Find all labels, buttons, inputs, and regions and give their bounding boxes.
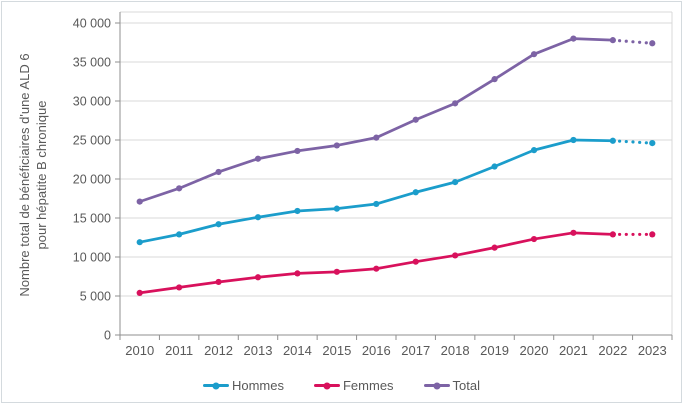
x-tick-label: 2018 bbox=[441, 343, 470, 358]
x-tick-label: 2017 bbox=[401, 343, 430, 358]
data-point-hommes bbox=[215, 221, 222, 228]
x-tick-label: 2013 bbox=[244, 343, 273, 358]
data-point-total bbox=[649, 40, 656, 47]
x-tick-label: 2010 bbox=[125, 343, 154, 358]
data-point-hommes bbox=[373, 200, 380, 208]
data-point-total bbox=[333, 142, 340, 149]
series-line-hommes bbox=[138, 138, 615, 244]
legend-item-total: Total bbox=[423, 378, 481, 393]
y-tick-label: 20 000 bbox=[73, 172, 111, 186]
legend-marker-femmes bbox=[313, 384, 340, 387]
x-tick-label: 2014 bbox=[283, 343, 312, 358]
x-tick-label: 2019 bbox=[480, 343, 509, 358]
data-point-femmes bbox=[136, 289, 143, 296]
series-dotted-segment-total bbox=[611, 38, 654, 45]
data-point-total bbox=[452, 100, 459, 107]
x-tick-label: 2020 bbox=[520, 343, 549, 358]
data-point-femmes bbox=[649, 231, 656, 238]
y-tick-label: 10 000 bbox=[73, 250, 111, 264]
x-tick-label: 2023 bbox=[638, 343, 667, 358]
data-point-total bbox=[530, 51, 538, 58]
data-point-femmes bbox=[530, 235, 538, 243]
x-tick-label: 2011 bbox=[165, 343, 193, 358]
legend-marker-hommes bbox=[202, 384, 229, 387]
data-point-hommes bbox=[452, 179, 459, 186]
data-point-hommes bbox=[136, 239, 143, 246]
y-tick-label: 15 000 bbox=[73, 211, 111, 225]
legend-label-hommes: Hommes bbox=[231, 378, 284, 393]
data-point-femmes bbox=[176, 284, 183, 291]
x-tick-label: 2012 bbox=[204, 343, 233, 358]
y-axis-title-line2: pour hépatite B chronique bbox=[34, 100, 49, 250]
data-point-total bbox=[373, 134, 380, 141]
data-point-femmes bbox=[254, 274, 262, 281]
legend-item-femmes: Femmes bbox=[313, 378, 394, 393]
data-point-total bbox=[176, 185, 183, 192]
data-point-total bbox=[491, 76, 498, 83]
data-point-total bbox=[254, 155, 262, 162]
x-tick-label: 2022 bbox=[598, 343, 627, 358]
data-point-hommes bbox=[333, 205, 340, 212]
x-tick-label: 2015 bbox=[322, 343, 351, 358]
data-point-hommes bbox=[254, 214, 262, 221]
data-point-hommes bbox=[609, 137, 616, 144]
data-point-hommes bbox=[530, 147, 538, 154]
data-point-hommes bbox=[294, 207, 301, 215]
data-point-femmes bbox=[491, 244, 498, 251]
data-point-femmes bbox=[570, 229, 577, 236]
series-markers-hommes bbox=[136, 136, 656, 246]
legend-marker-total bbox=[423, 384, 450, 387]
data-point-total bbox=[215, 168, 222, 176]
legend-label-total: Total bbox=[452, 378, 481, 393]
data-point-femmes bbox=[609, 231, 616, 238]
y-tick-label: 5 000 bbox=[80, 289, 111, 303]
data-point-femmes bbox=[452, 252, 459, 259]
y-tick-label: 30 000 bbox=[73, 94, 111, 108]
data-point-femmes bbox=[412, 258, 419, 265]
data-point-hommes bbox=[491, 163, 498, 170]
legend-label-femmes: Femmes bbox=[342, 378, 394, 393]
data-point-femmes bbox=[373, 265, 380, 272]
series-line-total bbox=[138, 37, 615, 203]
data-point-total bbox=[294, 147, 301, 155]
y-tick-label: 0 bbox=[104, 328, 111, 342]
data-point-total bbox=[570, 35, 577, 42]
y-tick-label: 35 000 bbox=[73, 55, 111, 69]
y-axis-title-line1: Nombre total de bénéficiaires d'une ALD … bbox=[17, 53, 32, 297]
series-markers-femmes bbox=[136, 229, 656, 296]
x-tick-label: 2021 bbox=[559, 343, 588, 358]
series-dotted-segment-hommes bbox=[611, 139, 654, 145]
data-point-total bbox=[136, 198, 143, 205]
legend-item-hommes: Hommes bbox=[202, 378, 284, 393]
data-point-hommes bbox=[649, 140, 656, 147]
data-point-femmes bbox=[294, 270, 301, 277]
data-point-femmes bbox=[333, 268, 340, 275]
y-tick-label: 25 000 bbox=[73, 133, 111, 147]
legend: Hommes Femmes Total bbox=[2, 378, 681, 393]
y-axis-title: Nombre total de bénéficiaires d'une ALD … bbox=[16, 53, 50, 296]
data-point-hommes bbox=[412, 189, 419, 196]
series-line-femmes bbox=[138, 231, 615, 295]
data-point-total bbox=[609, 37, 616, 44]
x-tick-label: 2016 bbox=[362, 343, 391, 358]
data-point-hommes bbox=[176, 231, 183, 238]
data-point-femmes bbox=[215, 278, 222, 286]
series-markers-total bbox=[136, 35, 656, 205]
y-tick-label: 40 000 bbox=[73, 16, 111, 30]
data-point-total bbox=[412, 116, 419, 123]
data-point-hommes bbox=[570, 136, 577, 144]
